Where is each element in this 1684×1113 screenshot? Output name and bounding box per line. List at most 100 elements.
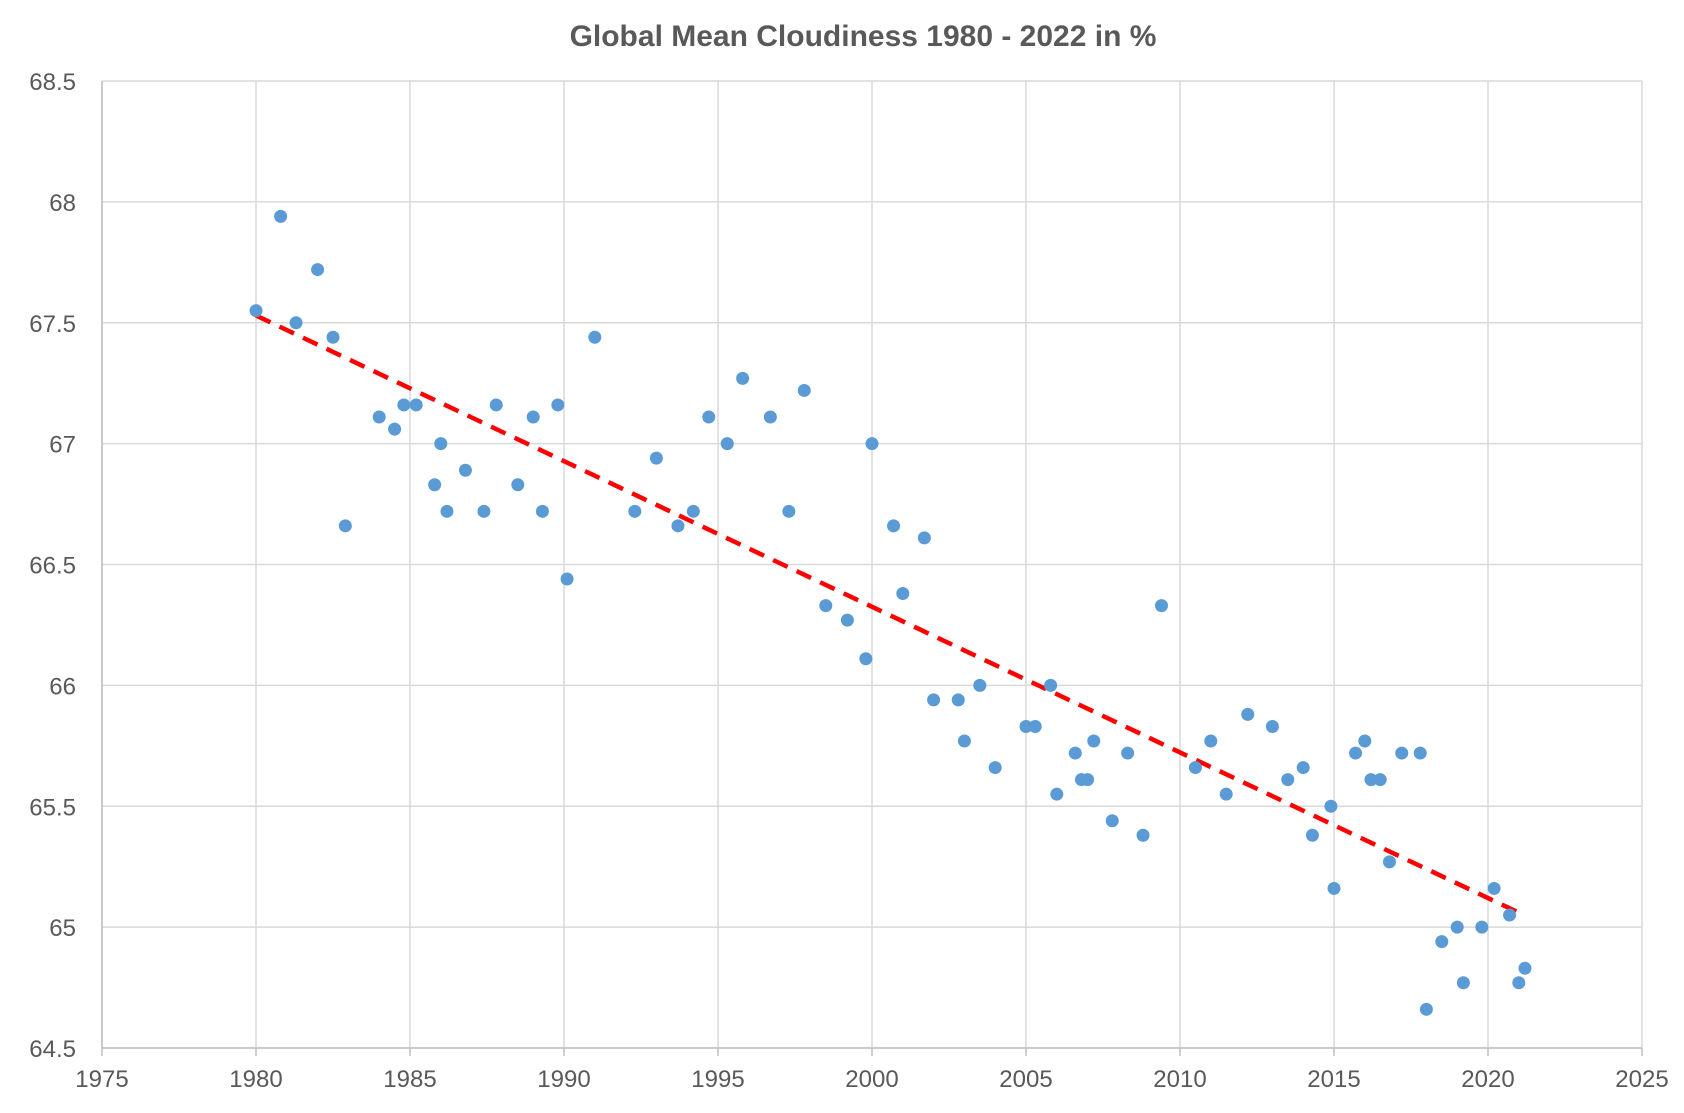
data-point [551,398,565,412]
gridlines [101,80,1643,1049]
data-point [797,383,811,397]
data-point [388,422,402,436]
data-point [1136,828,1150,842]
x-tick-label: 1995 [691,1066,744,1093]
x-tick-label: 1985 [383,1066,436,1093]
data-point [1364,773,1378,787]
data-point [1327,881,1341,895]
data-point [1241,707,1255,721]
data-point [649,451,663,465]
data-point [1281,773,1295,787]
data-point [782,504,796,518]
data-point [458,463,472,477]
x-tick-label: 2005 [999,1066,1052,1093]
data-point [511,478,525,492]
data-point [338,519,352,533]
x-tick-label: 1975 [75,1066,128,1093]
data-point [535,504,549,518]
x-axis-tick-labels: 1975 1980 1985 1990 1995 2000 2005 2010 2015 2020… [75,1066,1668,1093]
data-point [1395,746,1409,760]
data-point [1105,814,1119,828]
data-point [397,398,411,412]
y-tick-label: 68 [49,190,76,217]
data-point [1219,787,1233,801]
x-tick-label: 1990 [537,1066,590,1093]
data-point [859,652,873,666]
data-point [249,304,263,318]
data-point [628,504,642,518]
y-tick-label: 68.5 [29,69,76,96]
data-point [819,599,833,613]
data-point [1456,976,1470,990]
data-point [1265,719,1279,733]
data-point [440,504,454,518]
data-point [477,504,491,518]
data-point [927,693,941,707]
data-point [372,410,386,424]
data-point [326,330,340,344]
data-point [917,531,931,545]
y-tick-label: 67.5 [29,311,76,338]
data-point [1305,828,1319,842]
data-point [1518,961,1532,975]
y-tick-label: 67 [49,432,76,459]
data-point [1475,920,1489,934]
data-point [1373,773,1387,787]
x-tick-label: 2000 [845,1066,898,1093]
data-point [702,410,716,424]
data-point [409,398,423,412]
data-point [588,330,602,344]
y-tick-label: 66 [49,673,76,700]
x-tick-label: 2020 [1461,1066,1514,1093]
data-point [1487,881,1501,895]
data-point [671,519,685,533]
x-tick-label: 2010 [1153,1066,1206,1093]
data-point [1512,976,1526,990]
data-point [896,587,910,601]
data-points [249,209,1532,1016]
data-point [1019,719,1033,733]
data-point [489,398,503,412]
data-point [988,761,1002,775]
y-tick-label: 65 [49,915,76,942]
x-tick-label: 2025 [1615,1066,1668,1093]
data-point [1068,746,1082,760]
data-point [1419,1002,1433,1016]
data-point [1296,761,1310,775]
data-point [1204,734,1218,748]
data-point [720,437,734,451]
data-point [951,693,965,707]
data-point [1081,773,1095,787]
trendline [255,313,1520,915]
data-point [840,613,854,627]
x-tick-label: 2015 [1307,1066,1360,1093]
data-point [560,572,574,586]
data-point [1382,855,1396,869]
data-point [736,371,750,385]
data-point [887,519,901,533]
data-point [1435,935,1449,949]
data-point [289,316,303,330]
data-point [1413,746,1427,760]
y-tick-label: 65.5 [29,794,76,821]
data-point [865,437,879,451]
x-tick-label: 1980 [229,1066,282,1093]
chart-title: Global Mean Cloudiness 1980 - 2022 in % [570,20,1157,53]
data-point [428,478,442,492]
y-tick-label: 64.5 [29,1036,76,1063]
data-point [1121,746,1135,760]
trendline-layer [255,313,1520,915]
data-point [1358,734,1372,748]
data-point [526,410,540,424]
data-point [973,678,987,692]
axes [101,81,1643,1056]
data-point [1503,908,1517,922]
data-point [1349,746,1363,760]
data-point [1324,799,1338,813]
y-axis-tick-labels: 64.5 65 65.5 66 66.5 67 67.5 68 68.5 [29,69,76,1063]
data-point [1450,920,1464,934]
data-point [1188,761,1202,775]
data-point [1044,678,1058,692]
data-point [1155,599,1169,613]
